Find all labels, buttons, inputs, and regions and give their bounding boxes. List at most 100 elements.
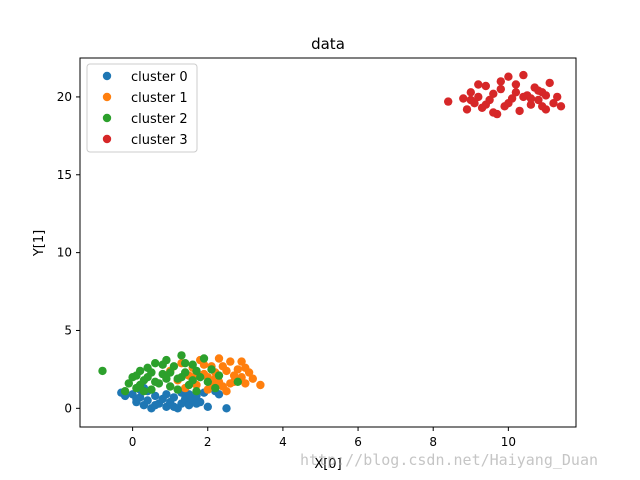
point-cluster-0-34 (132, 394, 141, 404)
legend-label-3: cluster 3 (131, 133, 188, 148)
y-tick-label-0: 0 (64, 401, 72, 415)
x-tick-label-2: 4 (279, 435, 287, 449)
point-cluster-1-16 (233, 365, 242, 374)
point-cluster-3-17 (519, 70, 528, 80)
point-cluster-3-35 (526, 94, 536, 103)
point-cluster-2-27 (233, 377, 242, 386)
point-cluster-1-23 (222, 387, 231, 396)
point-cluster-2-31 (158, 360, 167, 369)
point-cluster-3-38 (466, 95, 475, 105)
point-cluster-2-13 (166, 382, 175, 391)
point-cluster-3-1 (459, 94, 468, 103)
point-cluster-3-26 (553, 92, 562, 102)
point-cluster-1-26 (237, 357, 246, 366)
y-tick-label-1: 5 (64, 323, 72, 337)
point-cluster-2-34 (181, 359, 190, 368)
point-cluster-2-30 (151, 377, 160, 386)
y-axis: 0 5 10 15 20 (57, 90, 80, 415)
point-cluster-3-3 (466, 88, 475, 97)
point-cluster-3-37 (541, 91, 551, 100)
point-cluster-3-29 (489, 108, 498, 117)
x-axis: 0 2 4 6 8 10 (129, 427, 516, 449)
point-cluster-2-41 (139, 387, 149, 396)
point-cluster-3-21 (534, 95, 543, 105)
point-cluster-2-20 (192, 387, 201, 396)
point-cluster-1-29 (226, 379, 235, 388)
point-cluster-0-13 (169, 393, 179, 402)
point-cluster-3-24 (545, 78, 554, 88)
point-cluster-2-8 (147, 385, 156, 394)
point-cluster-2-14 (169, 362, 179, 371)
point-cluster-2-21 (196, 373, 205, 382)
legend-label-1: cluster 1 (131, 91, 188, 106)
point-cluster-2-39 (177, 373, 186, 382)
point-cluster-2-26 (214, 371, 224, 380)
x-tick-label-1: 2 (204, 435, 212, 449)
x-tick-label-5: 10 (501, 435, 516, 449)
x-tick-label-4: 8 (429, 435, 437, 449)
point-cluster-3-9 (489, 89, 498, 99)
point-cluster-0-8 (151, 391, 160, 401)
legend-marker-2 (102, 113, 112, 123)
watermark-text: http://blog.csdn.net/Haiyang_Duan (300, 451, 599, 469)
point-cluster-3-34 (511, 88, 521, 97)
point-cluster-1-18 (241, 379, 250, 388)
point-cluster-3-16 (515, 106, 524, 116)
point-cluster-1-20 (248, 374, 257, 383)
y-tick-label-3: 15 (57, 168, 72, 182)
legend-marker-0 (102, 71, 112, 81)
point-cluster-3-27 (556, 102, 566, 111)
point-cluster-1-21 (256, 380, 265, 390)
point-cluster-2-2 (124, 379, 133, 388)
x-tick-label-0: 0 (129, 435, 137, 449)
point-cluster-2-0 (98, 366, 107, 376)
y-tick-label-4: 20 (57, 90, 72, 104)
point-cluster-2-28 (135, 380, 145, 390)
point-cluster-0-30 (169, 402, 179, 411)
point-cluster-3-32 (534, 86, 543, 95)
point-cluster-2-24 (207, 365, 216, 374)
legend-marker-3 (102, 134, 112, 144)
point-cluster-2-23 (203, 377, 212, 386)
point-cluster-3-11 (496, 84, 505, 94)
y-tick-label-2: 10 (57, 246, 72, 260)
point-cluster-2-32 (166, 368, 175, 377)
point-cluster-0-28 (151, 401, 160, 410)
point-cluster-2-9 (151, 359, 160, 368)
point-cluster-3-25 (549, 99, 558, 108)
point-cluster-1-25 (229, 371, 239, 380)
point-cluster-2-36 (132, 371, 141, 380)
point-cluster-2-35 (188, 376, 197, 385)
point-cluster-0-24 (214, 390, 224, 399)
point-cluster-3-33 (481, 100, 490, 109)
point-cluster-2-22 (199, 354, 209, 363)
point-cluster-1-34 (214, 377, 224, 386)
point-cluster-3-15 (511, 80, 521, 89)
point-cluster-3-30 (504, 99, 513, 108)
point-cluster-2-25 (211, 383, 220, 393)
point-cluster-3-19 (526, 100, 536, 109)
point-cluster-1-11 (214, 354, 224, 363)
legend: cluster 0 cluster 1 cluster 2 cluster 3 (86, 63, 198, 153)
point-cluster-2-38 (162, 374, 171, 383)
point-cluster-0-22 (203, 402, 212, 411)
x-axis-label: X[0] (314, 457, 341, 472)
point-cluster-3-5 (474, 92, 483, 102)
point-cluster-3-31 (519, 92, 528, 102)
point-cluster-0-6 (143, 396, 152, 405)
point-cluster-3-7 (481, 81, 490, 91)
legend-frame (86, 63, 198, 153)
point-cluster-3-2 (462, 105, 472, 114)
point-cluster-3-13 (504, 72, 513, 81)
point-cluster-2-33 (173, 385, 182, 394)
point-cluster-0-25 (222, 404, 231, 413)
legend-label-0: cluster 0 (131, 70, 188, 85)
point-cluster-3-36 (496, 77, 505, 86)
legend-label-2: cluster 2 (131, 112, 188, 127)
chart-title: data (311, 35, 345, 53)
point-cluster-1-14 (226, 357, 235, 366)
legend-marker-1 (102, 92, 112, 102)
point-cluster-2-40 (192, 366, 201, 376)
plot-frame (79, 57, 577, 428)
